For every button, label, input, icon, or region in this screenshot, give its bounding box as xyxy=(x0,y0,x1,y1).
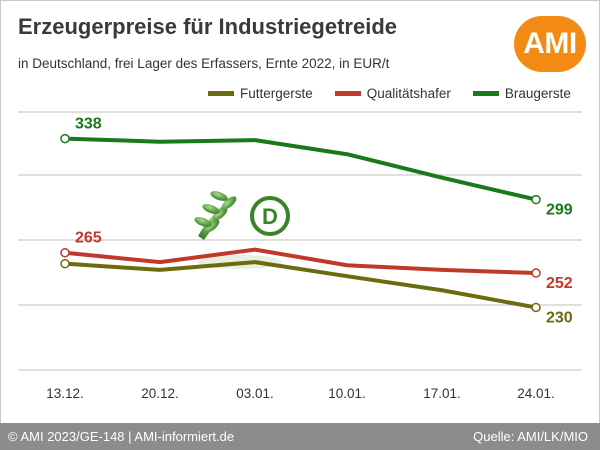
start-value-label-braugerste: 338 xyxy=(75,116,102,133)
legend-swatch-qualitaetshafer xyxy=(334,91,361,96)
data-point-qualitaetshafer xyxy=(531,268,541,278)
end-value-label-qualitaetshafer: 252 xyxy=(546,275,573,292)
end-value-label-futtergerste: 230 xyxy=(546,309,573,326)
legend-label-braugerste: Braugerste xyxy=(504,86,571,101)
footer-source: Quelle: AMI/LK/MIO xyxy=(473,429,588,444)
legend-item-futtergerste: Futtergerste xyxy=(208,86,313,101)
data-point-braugerste xyxy=(531,194,541,205)
ami-logo: AMI xyxy=(514,16,586,72)
legend-label-qualitaetshafer: Qualitätshafer xyxy=(366,86,451,101)
data-point-qualitaetshafer xyxy=(60,247,70,258)
x-tick-label: 20.12. xyxy=(141,386,179,401)
x-tick-label: 24.01. xyxy=(517,386,555,401)
legend-swatch-braugerste xyxy=(472,91,499,96)
footer-copyright: © AMI 2023/GE-148 | AMI-informiert.de xyxy=(8,429,235,444)
x-tick-label: 03.01. xyxy=(236,386,274,401)
x-tick-label: 10.01. xyxy=(328,386,366,401)
series-line-futtergerste xyxy=(63,260,538,310)
x-tick-label: 17.01. xyxy=(423,386,461,401)
start-value-label-qualitaetshafer: 265 xyxy=(75,230,102,247)
data-point-futtergerste xyxy=(531,302,541,313)
footer-bar: © AMI 2023/GE-148 | AMI-informiert.de Qu… xyxy=(0,423,600,450)
chart-legend: Futtergerste Qualitätshafer Braugerste xyxy=(208,86,571,101)
chart-subtitle: in Deutschland, frei Lager des Erfassers… xyxy=(18,56,390,71)
series-line-braugerste xyxy=(63,136,538,202)
legend-item-qualitaetshafer: Qualitätshafer xyxy=(334,86,451,101)
data-point-braugerste xyxy=(60,133,70,144)
legend-swatch-futtergerste xyxy=(208,91,234,96)
legend-label-futtergerste: Futtergerste xyxy=(240,86,313,101)
end-value-label-braugerste: 299 xyxy=(546,202,573,219)
data-point-futtergerste xyxy=(60,258,70,269)
series-line-qualitaetshafer xyxy=(63,247,538,276)
legend-item-braugerste: Braugerste xyxy=(472,86,571,101)
chart-title: Erzeugerpreise für Industriegetreide xyxy=(18,14,397,39)
svg-text:D: D xyxy=(262,204,278,229)
x-tick-label: 13.12. xyxy=(46,386,84,401)
